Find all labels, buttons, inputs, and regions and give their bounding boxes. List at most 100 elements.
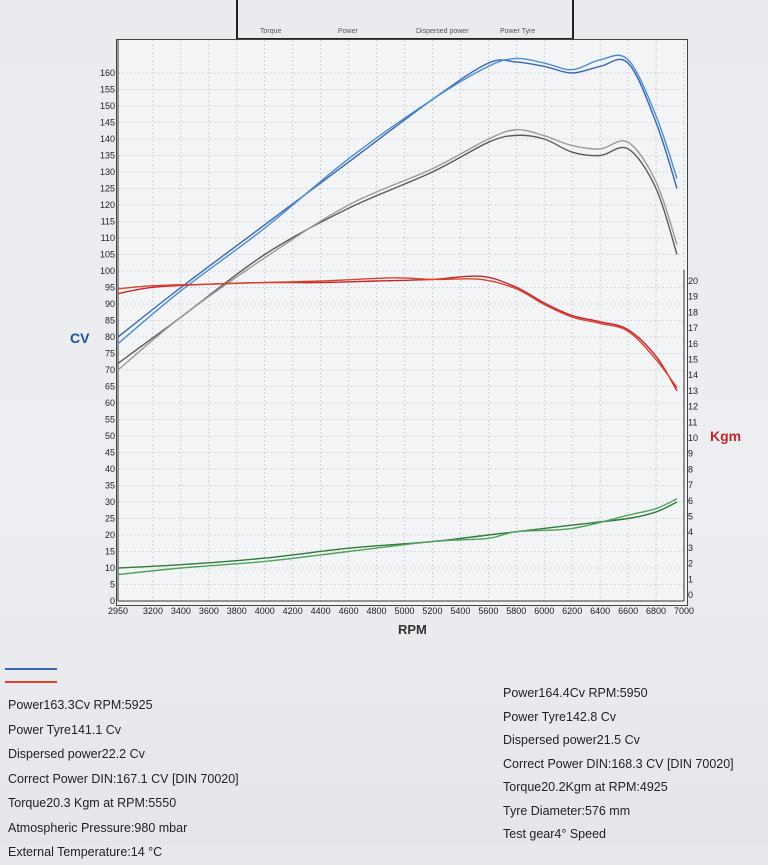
x-tick-label: 3200 <box>143 606 163 616</box>
y-right-tick-label: 3 <box>688 543 693 553</box>
x-tick-label: 4800 <box>367 606 387 616</box>
series-line-2 <box>117 134 678 364</box>
y-left-tick-label: 55 <box>105 415 115 425</box>
legend-torque: Torque <box>260 28 282 35</box>
y-left-tick-label: 95 <box>105 283 115 293</box>
y-right-tick-label: 9 <box>688 449 693 459</box>
y-right-tick-label: 16 <box>688 339 698 349</box>
y-right-tick-label: 4 <box>688 527 693 537</box>
y-left-tick-label: 10 <box>105 563 115 573</box>
y-left-tick-label: 35 <box>105 481 115 491</box>
y-right-tick-label: 15 <box>688 355 698 365</box>
series-line-0 <box>117 58 678 338</box>
x-tick-label: 3400 <box>171 606 191 616</box>
y-left-tick-label: 80 <box>105 332 115 342</box>
y-left-tick-label: 75 <box>105 349 115 359</box>
series-line-4 <box>117 275 678 392</box>
run1-correct-power: Correct Power DIN:167.1 CV [DIN 70020] <box>8 771 239 786</box>
run1-power-tyre: Power Tyre141.1 Cv <box>8 722 122 737</box>
x-tick-label: 6200 <box>562 606 582 616</box>
run1-dispersed: Dispersed power22.2 Cv <box>8 747 145 761</box>
legend-power-tyre: Power Tyre <box>500 28 536 35</box>
y-left-axis-label: CV <box>70 330 90 346</box>
series-line-1 <box>117 54 678 345</box>
y-left-tick-label: 90 <box>105 299 115 309</box>
run2-legend-line <box>5 681 57 683</box>
x-tick-label: 5600 <box>478 606 498 616</box>
y-right-tick-label: 11 <box>688 417 697 427</box>
x-tick-label: 6400 <box>590 606 610 616</box>
y-left-tick-label: 125 <box>100 184 115 194</box>
run2-power: Power164.4Cv RPM:5950 <box>503 686 648 700</box>
run1-power: Power163.3Cv RPM:5925 <box>8 698 153 712</box>
x-tick-label: 4000 <box>255 606 275 616</box>
y-left-tick-label: 60 <box>105 398 115 408</box>
y-left-tick-label: 15 <box>105 547 115 557</box>
y-left-tick-label: 20 <box>105 530 115 540</box>
y-left-tick-label: 140 <box>100 134 115 144</box>
run2-dispersed: Dispersed power21.5 Cv <box>503 733 640 747</box>
y-right-tick-label: 20 <box>688 276 698 286</box>
dyno-chart: 0510152025303540455055606570758085909510… <box>100 40 698 616</box>
y-left-tick-label: 120 <box>100 200 115 210</box>
y-right-tick-label: 17 <box>688 323 698 333</box>
y-right-tick-label: 14 <box>688 370 698 380</box>
run2-power-tyre: Power Tyre142.8 Cv <box>503 709 617 724</box>
x-tick-label: 3600 <box>199 606 219 616</box>
y-right-axis-label: Kgm <box>710 428 742 444</box>
y-right-tick-label: 6 <box>688 496 693 506</box>
series-line-3 <box>117 129 678 371</box>
x-tick-label: 7000 <box>674 606 694 616</box>
legend-power: Power <box>338 28 358 35</box>
x-tick-label: 2950 <box>108 606 128 616</box>
x-tick-label: 5400 <box>450 606 470 616</box>
y-left-tick-label: 145 <box>100 118 115 128</box>
run1-pressure: Atmospheric Pressure:980 mbar <box>8 820 188 835</box>
x-tick-label: 4200 <box>283 606 303 616</box>
y-left-tick-label: 40 <box>105 464 115 474</box>
x-tick-label: 3800 <box>227 606 247 616</box>
y-left-tick-label: 135 <box>100 151 115 161</box>
y-left-tick-label: 85 <box>105 316 115 326</box>
y-left-tick-label: 130 <box>100 167 115 177</box>
y-right-tick-label: 13 <box>688 386 698 396</box>
y-left-tick-label: 25 <box>105 514 115 524</box>
y-left-tick-label: 70 <box>105 365 115 375</box>
plot-area <box>116 39 688 606</box>
y-left-tick-label: 160 <box>100 68 115 78</box>
y-right-tick-label: 12 <box>688 402 698 412</box>
run2-stats: Power164.4Cv RPM:5950 Power Tyre142.8 Cv… <box>503 682 734 847</box>
x-axis-label: RPM <box>398 622 427 637</box>
y-right-tick-label: 8 <box>688 464 693 474</box>
series-line-7 <box>117 498 678 576</box>
x-tick-label: 6000 <box>534 606 554 616</box>
y-left-tick-label: 105 <box>100 250 115 260</box>
y-left-tick-label: 50 <box>105 431 115 441</box>
y-right-tick-label: 18 <box>688 307 698 317</box>
y-left-tick-label: 100 <box>100 266 115 276</box>
x-tick-label: 6600 <box>618 606 638 616</box>
x-tick-label: 4600 <box>339 606 359 616</box>
run2-correct-power: Correct Power DIN:168.3 CV [DIN 70020] <box>503 756 734 771</box>
x-tick-label: 5000 <box>394 606 414 616</box>
y-left-tick-label: 45 <box>105 448 115 458</box>
run2-test-gear: Test gear4° Speed <box>503 827 606 841</box>
y-left-tick-label: 65 <box>105 382 115 392</box>
y-right-tick-label: 1 <box>688 574 693 584</box>
run2-torque: Torque20.2Kgm at RPM:4925 <box>503 780 668 794</box>
legend-dispersed: Dispersed power <box>416 28 469 35</box>
x-tick-label: 4400 <box>311 606 331 616</box>
y-right-tick-label: 2 <box>688 559 693 569</box>
y-left-tick-label: 0 <box>110 596 115 606</box>
y-left-tick-label: 30 <box>105 497 115 507</box>
y-right-tick-label: 0 <box>688 590 693 600</box>
run1-torque: Torque20.3 Kgm at RPM:5550 <box>8 796 177 810</box>
run1-stats: Power163.3Cv RPM:5925 Power Tyre141.1 Cv… <box>8 693 239 865</box>
series-line-5 <box>117 277 678 389</box>
y-right-tick-label: 10 <box>688 433 698 443</box>
x-tick-label: 5200 <box>422 606 442 616</box>
y-left-tick-label: 155 <box>100 85 115 95</box>
run1-temperature: External Temperature:14 °C <box>8 845 163 859</box>
y-right-tick-label: 7 <box>688 480 693 490</box>
run1-legend-line <box>5 668 57 670</box>
